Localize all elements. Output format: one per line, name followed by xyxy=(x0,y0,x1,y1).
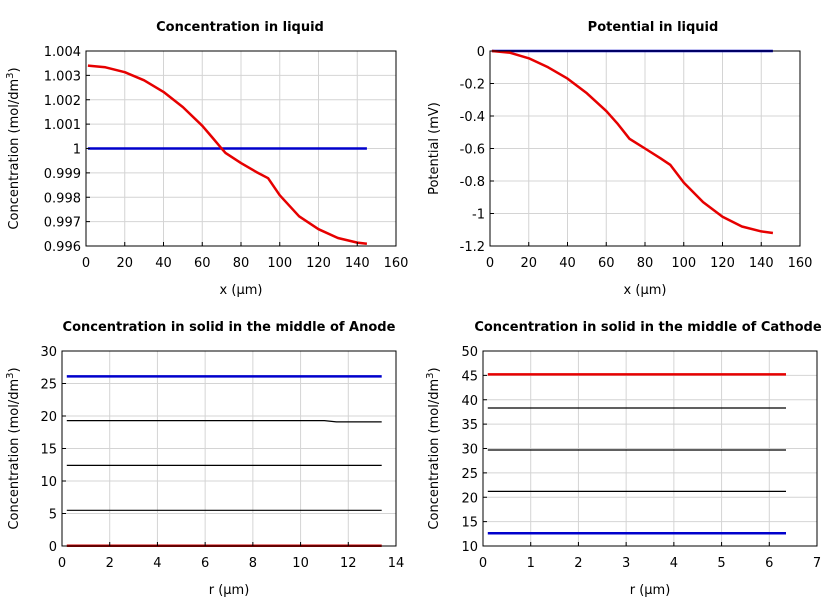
x-tick-label: 0 xyxy=(479,556,487,571)
y-tick-label: 0 xyxy=(49,540,57,555)
y-tick-label: 25 xyxy=(461,467,478,482)
x-tick-label: 100 xyxy=(671,256,696,271)
chart-title: Concentration in solid in the middle of … xyxy=(63,320,396,335)
x-tick-label: 5 xyxy=(717,556,725,571)
y-tick-label: 10 xyxy=(40,475,57,490)
y-tick-label: 1 xyxy=(73,143,81,158)
y-tick-label: 15 xyxy=(461,516,478,531)
x-tick-label: 12 xyxy=(340,556,357,571)
chart-title: Concentration in liquid xyxy=(156,20,324,35)
x-tick-label: 2 xyxy=(574,556,582,571)
chart-2: 0 20 40 60 80 100 120 140 160 -1.2 -1 -0.8 -0.6 -0.4 -… xyxy=(427,20,812,298)
x-tick-label: 60 xyxy=(598,256,615,271)
x-tick-label: 1 xyxy=(527,556,535,571)
y-tick-label: -0.2 xyxy=(460,78,485,93)
x-tick-label: 40 xyxy=(559,256,576,271)
chart-1: 0 20 40 60 80 100 120 140 160 0.996 0.997 0.998 0.99… xyxy=(5,20,408,298)
x-axis-label: r (μm) xyxy=(630,583,671,598)
x-tick-label: 160 xyxy=(384,256,409,271)
x-tick-label: 20 xyxy=(116,256,133,271)
x-tick-label: 60 xyxy=(194,256,211,271)
x-tick-label: 2 xyxy=(106,556,114,571)
series-line-2 xyxy=(491,49,774,235)
y-tick-label: 30 xyxy=(40,345,57,360)
y-tick-label: 5 xyxy=(49,508,57,523)
y-axis-label: Concentration (mol/dm3) xyxy=(5,67,22,229)
y-axis-label: Potential (mV) xyxy=(427,102,442,195)
y-tick-label: 0.998 xyxy=(44,191,81,206)
y-tick-label: 1.002 xyxy=(44,94,81,109)
x-tick-label: 4 xyxy=(153,556,161,571)
x-tick-label: 0 xyxy=(58,556,66,571)
y-tick-label: -1.2 xyxy=(460,240,485,255)
y-tick-label: 40 xyxy=(461,394,478,409)
x-tick-label: 100 xyxy=(267,256,292,271)
x-tick-label: 140 xyxy=(749,256,774,271)
y-tick-label: -0.6 xyxy=(460,143,485,158)
x-tick-label: 120 xyxy=(306,256,331,271)
y-tick-label: -1 xyxy=(472,208,485,223)
y-tick-label: 50 xyxy=(461,345,478,360)
chart-title: Potential in liquid xyxy=(588,20,719,35)
chart-3: 0 2 4 6 8 10 12 14 0 5 10 15 20 25 30 Concentration in … xyxy=(5,320,404,598)
x-tick-label: 80 xyxy=(233,256,250,271)
y-tick-label: 35 xyxy=(461,418,478,433)
y-tick-label: 15 xyxy=(40,443,57,458)
x-axis-label: x (μm) xyxy=(624,283,667,298)
y-tick-label: 10 xyxy=(461,540,478,555)
x-tick-label: 8 xyxy=(249,556,257,571)
x-tick-label: 4 xyxy=(670,556,678,571)
y-axis-label: Concentration (mol/dm3) xyxy=(425,367,442,529)
y-tick-label: 25 xyxy=(40,378,57,393)
series-line-2 xyxy=(87,64,368,246)
x-tick-label: 3 xyxy=(622,556,630,571)
y-tick-label: 45 xyxy=(461,369,478,384)
x-tick-label: 10 xyxy=(292,556,309,571)
x-axis-label: x (μm) xyxy=(220,283,263,298)
y-tick-label: 0.996 xyxy=(44,240,81,255)
x-tick-label: 14 xyxy=(388,556,405,571)
y-tick-label: 1.003 xyxy=(44,69,81,84)
x-tick-label: 0 xyxy=(486,256,494,271)
y-tick-label: 1.001 xyxy=(44,118,81,133)
series-line-2 xyxy=(66,420,382,423)
y-tick-label: -0.8 xyxy=(460,175,485,190)
y-tick-label: 30 xyxy=(461,443,478,458)
x-tick-label: 80 xyxy=(637,256,654,271)
y-tick-label: 0.997 xyxy=(44,216,81,231)
x-tick-label: 120 xyxy=(710,256,735,271)
x-tick-label: 20 xyxy=(520,256,537,271)
x-tick-label: 6 xyxy=(201,556,209,571)
chart-4: 0 1 2 3 4 5 6 7101520253035404550Concentration … xyxy=(425,320,822,598)
x-tick-label: 40 xyxy=(155,256,172,271)
y-tick-label: -0.4 xyxy=(460,110,485,125)
x-tick-label: 6 xyxy=(765,556,773,571)
y-tick-label: 1.004 xyxy=(44,45,81,60)
x-tick-label: 7 xyxy=(813,556,821,571)
y-tick-label: 0 xyxy=(477,45,485,60)
y-tick-label: 20 xyxy=(40,410,57,425)
x-tick-label: 160 xyxy=(788,256,813,271)
y-tick-label: 20 xyxy=(461,491,478,506)
y-tick-label: 0.999 xyxy=(44,167,81,182)
y-axis-label: Concentration (mol/dm3) xyxy=(5,367,22,529)
chart-title: Concentration in solid in the middle of … xyxy=(474,320,822,335)
x-tick-label: 140 xyxy=(345,256,370,271)
x-axis-label: r (μm) xyxy=(209,583,250,598)
x-tick-label: 0 xyxy=(82,256,90,271)
